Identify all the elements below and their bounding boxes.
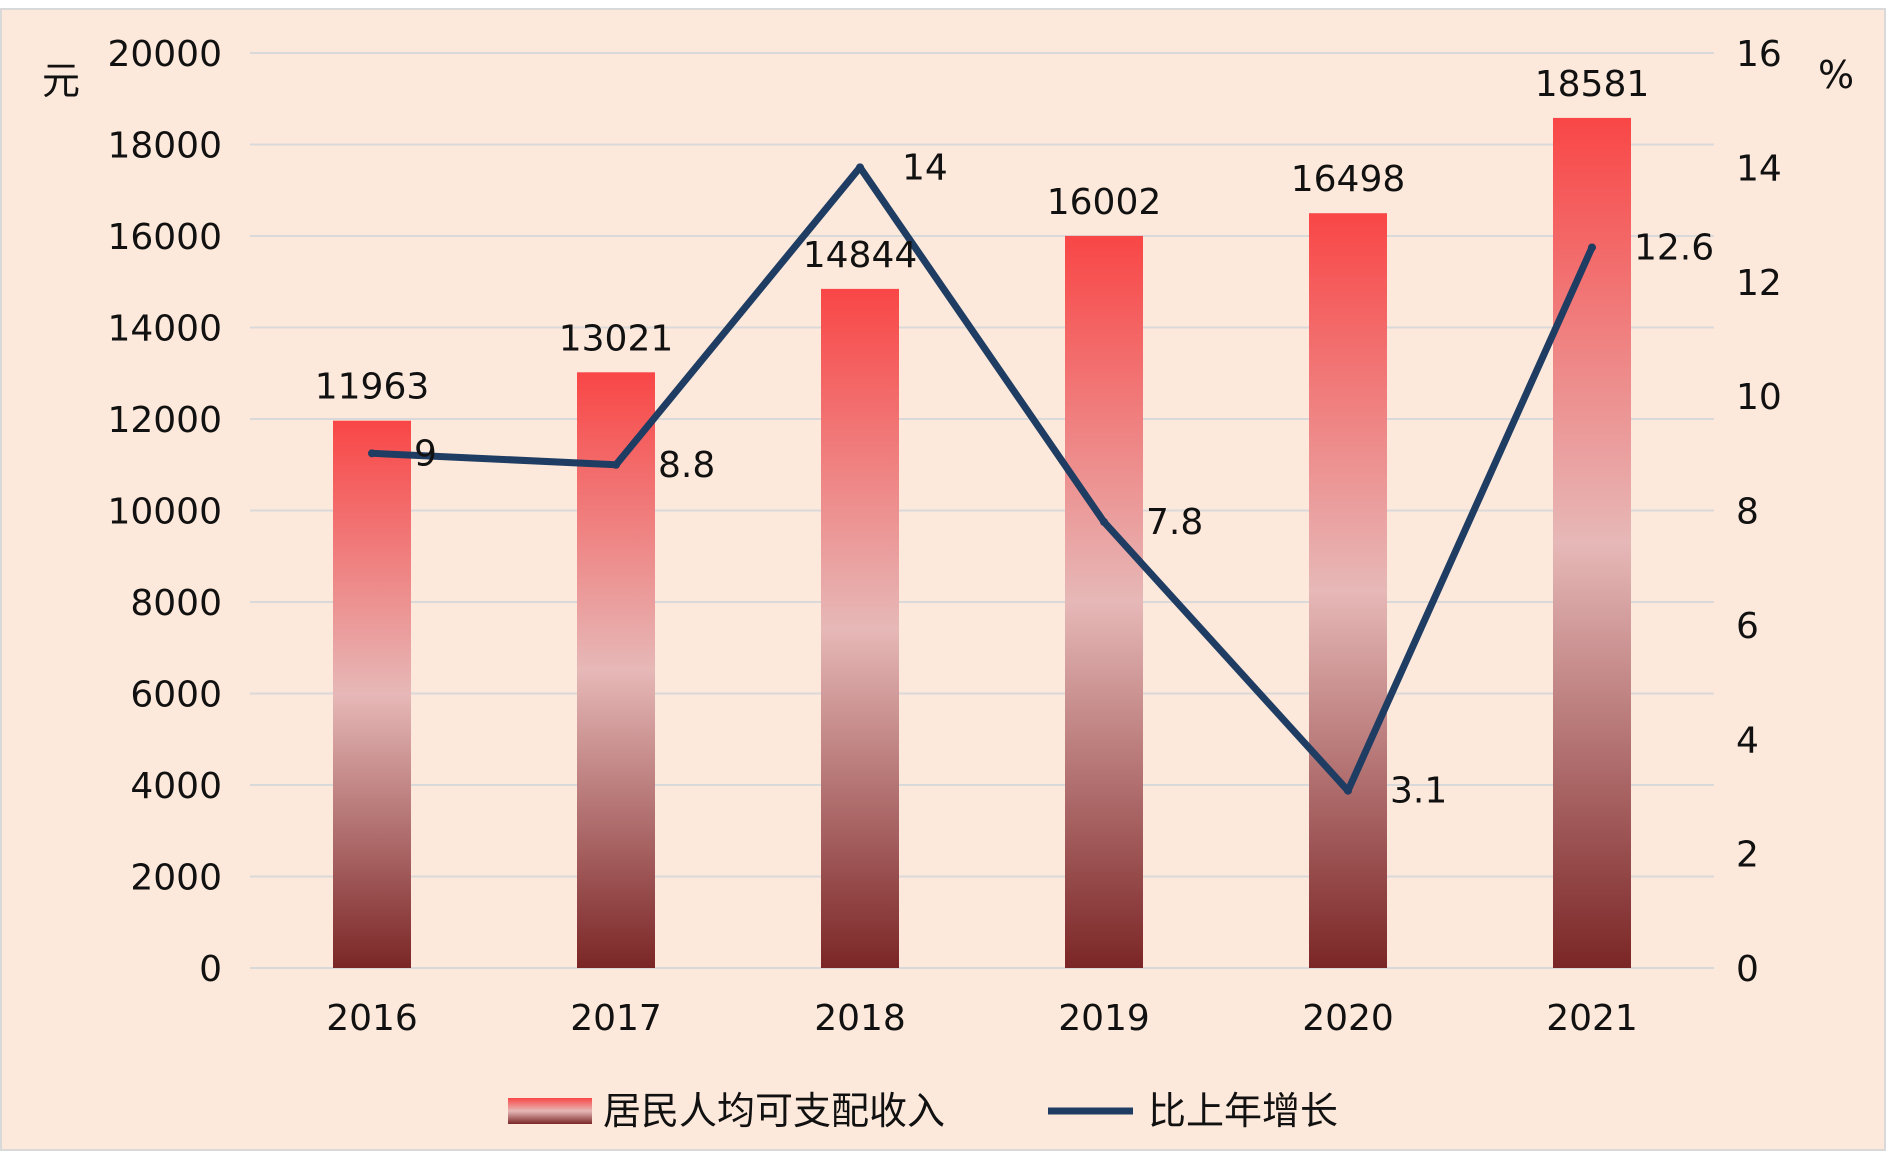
right-tick-label: 4 bbox=[1736, 720, 1759, 761]
left-tick-label: 14000 bbox=[107, 309, 222, 350]
right-tick-label: 14 bbox=[1736, 148, 1782, 189]
legend-bar-swatch bbox=[508, 1098, 592, 1124]
x-tick-label: 2016 bbox=[326, 998, 418, 1039]
bar bbox=[1553, 117, 1631, 968]
left-tick-label: 12000 bbox=[107, 400, 222, 441]
bar bbox=[333, 420, 411, 968]
gridlines bbox=[250, 52, 1714, 969]
line-point bbox=[368, 449, 376, 458]
line-point bbox=[612, 460, 620, 469]
axis-ticks: 0 2000 4000 6000 8000 10000 12000 14000 16000 180… bbox=[107, 34, 1781, 1039]
bar bbox=[577, 372, 655, 968]
line-value-label: 12.6 bbox=[1634, 227, 1714, 268]
left-tick-label: 20000 bbox=[107, 34, 222, 75]
x-tick-label: 2019 bbox=[1058, 998, 1150, 1039]
right-tick-label: 0 bbox=[1736, 949, 1759, 990]
bar bbox=[1065, 235, 1143, 968]
left-axis-unit: 元 bbox=[42, 59, 80, 103]
bar-value-label: 13021 bbox=[559, 318, 674, 359]
line-point bbox=[1344, 786, 1352, 795]
bar-value-label: 16498 bbox=[1291, 159, 1406, 200]
right-tick-label: 10 bbox=[1736, 377, 1782, 418]
line-point bbox=[856, 163, 864, 172]
left-tick-label: 8000 bbox=[130, 583, 222, 624]
bar-value-label: 16002 bbox=[1047, 182, 1162, 223]
right-tick-label: 6 bbox=[1736, 606, 1759, 647]
left-tick-label: 0 bbox=[199, 949, 222, 990]
legend-line-label: 比上年增长 bbox=[1148, 1089, 1338, 1133]
bar-value-label: 18581 bbox=[1535, 64, 1650, 105]
line-point bbox=[1588, 243, 1596, 252]
x-tick-label: 2021 bbox=[1546, 998, 1638, 1039]
left-tick-label: 18000 bbox=[107, 126, 222, 167]
right-tick-label: 12 bbox=[1736, 263, 1782, 304]
left-tick-label: 2000 bbox=[130, 858, 222, 899]
data-labels: 11963 13021 14844 16002 16498 18581 9 8.8 14 7.8 3… bbox=[315, 64, 1714, 812]
left-tick-label: 16000 bbox=[107, 217, 222, 258]
line-value-label: 9 bbox=[414, 433, 437, 474]
right-tick-label: 16 bbox=[1736, 34, 1782, 75]
left-tick-label: 6000 bbox=[130, 675, 222, 716]
line-series bbox=[368, 163, 1596, 795]
growth-line bbox=[368, 163, 1596, 795]
bar bbox=[821, 288, 899, 969]
line-value-label: 14 bbox=[902, 147, 948, 188]
legend-bar-label: 居民人均可支配收入 bbox=[603, 1089, 945, 1133]
line-value-label: 8.8 bbox=[658, 445, 715, 486]
right-axis-unit: % bbox=[1818, 53, 1854, 97]
x-tick-label: 2020 bbox=[1302, 998, 1394, 1039]
right-tick-label: 8 bbox=[1736, 492, 1759, 533]
left-tick-label: 4000 bbox=[130, 766, 222, 807]
line-value-label: 7.8 bbox=[1146, 502, 1203, 543]
bar-value-label: 14844 bbox=[803, 235, 918, 276]
bar-value-label: 11963 bbox=[315, 367, 430, 408]
right-tick-label: 2 bbox=[1736, 835, 1759, 876]
left-tick-label: 10000 bbox=[107, 492, 222, 533]
x-tick-label: 2017 bbox=[570, 998, 662, 1039]
legend: 居民人均可支配收入 比上年增长 bbox=[508, 1089, 1338, 1133]
line-point bbox=[1100, 517, 1108, 526]
line-value-label: 3.1 bbox=[1390, 771, 1447, 812]
x-tick-label: 2018 bbox=[814, 998, 906, 1039]
bar bbox=[1309, 213, 1387, 969]
bar-series bbox=[333, 117, 1631, 969]
